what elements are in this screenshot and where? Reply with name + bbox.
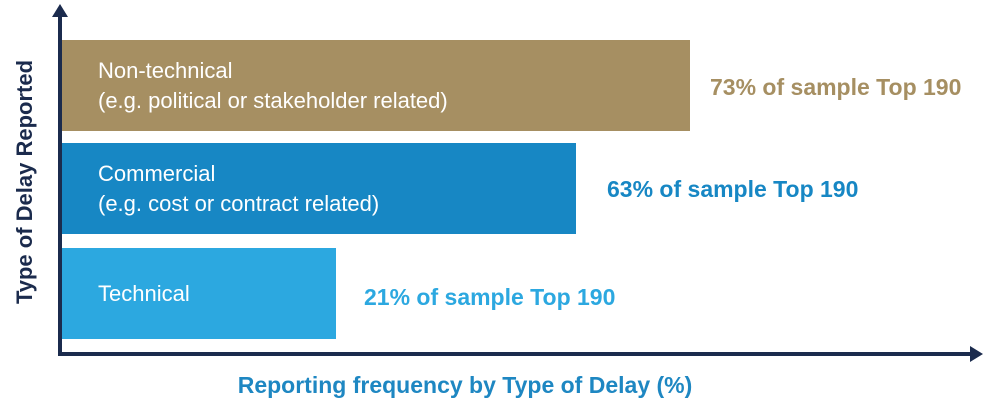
value-label-non-technical: 73% of sample Top 190 (710, 74, 962, 100)
bar-label-commercial: Commercial (e.g. cost or contract relate… (98, 160, 380, 216)
bar-technical: Technical (62, 248, 336, 339)
bar-label-non-technical: Non-technical (e.g. political or stakeho… (98, 57, 448, 113)
x-axis-label: Reporting frequency by Type of Delay (%) (237, 372, 693, 398)
bar-non-technical: Non-technical (e.g. political or stakeho… (62, 40, 690, 131)
y-axis-label: Type of Delay Reported (12, 59, 37, 305)
bar-label-technical: Technical (98, 280, 190, 306)
y-axis-line (58, 16, 62, 356)
y-axis-arrowhead-icon (52, 4, 68, 17)
bar-commercial: Commercial (e.g. cost or contract relate… (62, 143, 576, 234)
value-label-technical: 21% of sample Top 190 (364, 284, 616, 310)
x-axis-arrowhead-icon (970, 346, 983, 362)
value-label-commercial: 63% of sample Top 190 (607, 176, 859, 202)
x-axis-line (58, 352, 973, 356)
